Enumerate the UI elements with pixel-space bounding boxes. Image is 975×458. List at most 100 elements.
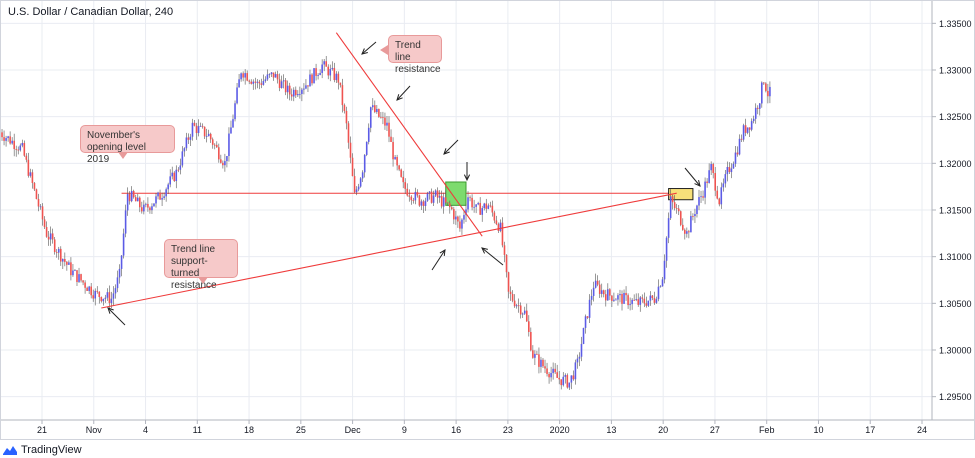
tradingview-brand[interactable]: TradingView: [2, 443, 82, 457]
candle-down: [706, 181, 708, 183]
candle-up: [694, 214, 696, 217]
candle-up: [619, 294, 621, 296]
candle-up: [106, 292, 109, 298]
candle-down: [222, 162, 224, 166]
candle-down: [211, 139, 214, 145]
price-axis-background[interactable]: [932, 0, 975, 420]
candle-down: [718, 198, 721, 205]
candle-down: [572, 375, 575, 380]
candle-up: [321, 64, 323, 73]
candle-down: [218, 147, 220, 160]
candle-down: [609, 289, 611, 296]
candle-down: [728, 167, 731, 173]
candle-up: [244, 73, 246, 78]
candle-up: [39, 206, 42, 208]
price-axis-tick-label: 1.30500: [939, 299, 972, 309]
candle-down: [398, 165, 400, 170]
candle-down: [444, 197, 447, 203]
candle-down: [451, 207, 453, 210]
candle-up: [124, 210, 127, 234]
price-axis-tick-label: 1.31000: [939, 252, 972, 262]
candle-down: [528, 321, 530, 332]
candle-up: [335, 73, 338, 81]
candle-down: [17, 149, 20, 151]
candle-down: [351, 157, 354, 177]
candle-down: [410, 196, 413, 201]
candle-up: [323, 61, 325, 65]
trend-line-layer: [101, 32, 677, 309]
candle-down: [92, 295, 94, 299]
candle-down: [47, 236, 50, 240]
time-axis-tick-label: 16: [451, 425, 461, 435]
candle-up: [167, 184, 169, 190]
candle-down: [645, 303, 648, 306]
chart-svg[interactable]: 1.33500 1.33000 1.32500 1.32000 1.31500 1.310…: [0, 0, 975, 440]
candle-down: [246, 73, 248, 81]
candle-up: [592, 287, 595, 296]
symbol-title: U.S. Dollar / Canadian Dollar, 240: [8, 6, 174, 18]
candle-down: [220, 159, 222, 163]
candle-up: [467, 197, 469, 210]
candle-down: [519, 305, 522, 315]
candle-up: [613, 299, 615, 301]
candle-down: [349, 142, 352, 158]
candle-up: [151, 206, 153, 211]
candle-down: [242, 73, 244, 78]
time-axis-tick-label: 25: [296, 425, 306, 435]
candle-up: [72, 270, 74, 276]
candle-up: [372, 105, 374, 108]
candle-down: [343, 105, 346, 111]
candle-up: [161, 197, 163, 200]
candle-down: [681, 224, 684, 230]
candle-up: [49, 233, 52, 240]
candle-up: [29, 172, 32, 176]
candle-down: [586, 316, 589, 318]
candle-down: [295, 89, 297, 96]
candle-up: [639, 297, 642, 305]
candle-down: [13, 140, 15, 149]
candle-up: [230, 127, 232, 134]
candle-down: [748, 127, 751, 130]
candle-up: [631, 299, 633, 305]
candle-down: [554, 368, 556, 373]
candle-down: [128, 193, 131, 202]
candle-down: [260, 83, 263, 85]
candle-down: [96, 290, 99, 292]
candle-down: [250, 81, 253, 84]
candle-up: [199, 125, 202, 127]
candle-down: [23, 142, 26, 156]
candle-up: [690, 216, 692, 233]
candle-up: [88, 286, 90, 291]
candle-down: [471, 197, 473, 208]
candle-up: [130, 190, 133, 202]
candle-up: [355, 189, 358, 193]
candle-down: [9, 136, 11, 144]
callout-support-turned-resistance: Trend line support-turned resistance: [164, 239, 238, 291]
candle-down: [278, 79, 281, 88]
candle-up: [262, 81, 265, 85]
candle-down: [692, 216, 694, 217]
pointer-arrowhead: [481, 247, 488, 254]
candle-down: [66, 261, 68, 265]
candle-up: [584, 316, 587, 328]
candle-up: [752, 118, 755, 122]
callout-november-opening-level: November's opening level 2019: [80, 125, 175, 165]
candle-up: [145, 203, 147, 205]
pointer-arrow: [361, 41, 377, 55]
candle-down: [497, 224, 500, 231]
candle-up: [274, 74, 277, 78]
candle-up: [499, 222, 502, 231]
candle-down: [288, 85, 291, 95]
chart-frame[interactable]: 1.33500 1.33000 1.32500 1.32000 1.31500 1.310…: [0, 0, 975, 440]
candle-down: [404, 182, 407, 189]
candle-up: [363, 154, 366, 173]
candle-down: [714, 172, 717, 191]
time-axis-labels: 21 Nov 4 11 18 25 Dec 9 16 23 2020 13 20 27 Feb 10 17 24: [37, 420, 927, 435]
candle-down: [509, 291, 512, 294]
candle-up: [769, 86, 771, 97]
candle-up: [434, 190, 437, 196]
price-axis-tick-label: 1.29500: [939, 392, 972, 402]
candle-up: [317, 74, 319, 76]
candle-up: [420, 201, 423, 206]
candle-up: [319, 72, 321, 75]
